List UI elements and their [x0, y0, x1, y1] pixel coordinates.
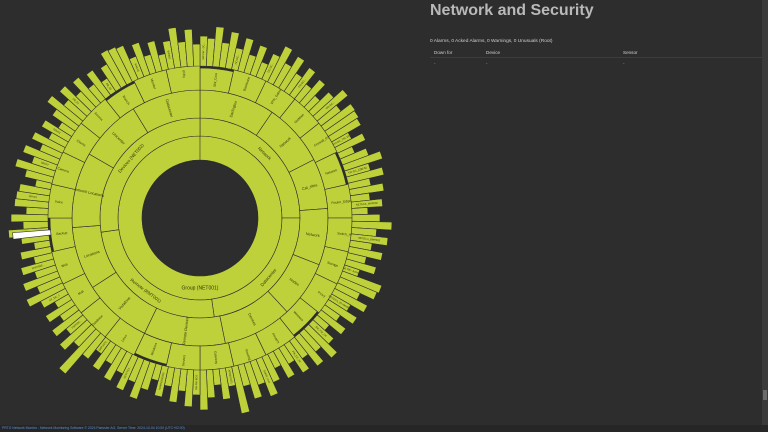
- ring5-leaf-90-label: GRP1020...: [97, 338, 109, 351]
- ring5-leaf-35-label: NETECA_AMP002: [356, 201, 379, 207]
- ring4-segment-22-label: Camera: [57, 166, 70, 174]
- ring4-segment-8-label: Storage: [327, 260, 339, 268]
- table-cell-down-for: -: [434, 60, 436, 66]
- ring5-leaf-75-label: SW-FW-BOS: [194, 374, 198, 390]
- ring5-leaf-65-label: Switch_core: [262, 369, 271, 384]
- ring3-segment-11-label: Datacenter: [165, 99, 174, 119]
- column-header-down-for[interactable]: Down for: [434, 50, 453, 55]
- ring5-leaf-112[interactable]: [10, 213, 49, 223]
- ring4-segment-3-label: NetMain: [294, 113, 306, 125]
- table-header: Down for Device Sensor: [430, 48, 762, 58]
- selected-leaf-highlight[interactable]: [12, 229, 52, 240]
- column-header-device[interactable]: Device: [486, 50, 501, 55]
- table-row[interactable]: - - -: [430, 58, 762, 68]
- ring4-segment-11-label: Printers: [271, 332, 281, 344]
- scrollbar-thumb[interactable]: [763, 390, 767, 400]
- ring5-leaf-115-label: SRV01: [29, 194, 38, 199]
- ring4-segment-20-label: Backup: [56, 231, 68, 236]
- ring5-leaf-105-label: WWT020...: [31, 263, 45, 271]
- ring5-leaf-40-label: NETECA_BMP003: [358, 236, 381, 243]
- ring4-segment-16-label: Linux: [121, 333, 129, 342]
- ring4-segment-26-label: Monitor: [150, 78, 158, 91]
- ring5-leaf-140-label: MAIL01: [134, 63, 141, 73]
- ring4-segment-1-label: Backbone: [242, 76, 251, 91]
- ring5-leaf-60-label: FW_DC_01: [291, 350, 302, 364]
- footer-text[interactable]: PRTG Network Monitor - Network Monitorin…: [2, 426, 185, 430]
- ring5-leaf-74[interactable]: [199, 369, 209, 411]
- ring5-leaf-130-label: DB_01: [72, 97, 81, 106]
- page-title: Network and Security: [430, 2, 594, 19]
- ring5-leaf-135-label: DB_02: [105, 82, 113, 91]
- ring4-segment-23-label: Clients: [76, 139, 87, 148]
- vertical-scrollbar[interactable]: [762, 0, 768, 425]
- ring4-segment-15-label: Windows: [150, 342, 158, 356]
- ring5-leaf-149[interactable]: [192, 43, 201, 67]
- ring5-leaf-45-label: SB FW - Active: [342, 266, 360, 276]
- ring4-segment-18-label: Mail: [77, 289, 84, 296]
- ring3-segment-2-label: Cat_sites: [302, 183, 318, 191]
- ring4-segment-25-label: Branch: [122, 95, 131, 106]
- ring5-leaf-5-label: TIO-DC...: [234, 53, 240, 65]
- alarms-table: Down for Device Sensor - - -: [430, 48, 762, 68]
- ring5-leaf-95-label: FW7000...: [71, 319, 83, 330]
- ring4-segment-13-label: Gateway: [213, 351, 218, 365]
- ring5-leaf-37[interactable]: [351, 213, 381, 223]
- ring3-segment-0-label: Darlington: [229, 100, 238, 118]
- ring4-segment-5-label: Network: [325, 168, 338, 176]
- ring4-segment-24-label: Access: [93, 111, 104, 122]
- ring3-segment-8-label: Locations: [84, 250, 101, 259]
- ring5-leaf-30-label: TIO-DC_12BF02: [347, 165, 367, 175]
- ring5-leaf-15-label: TIO-DC...: [297, 77, 307, 88]
- sunburst-center[interactable]: [143, 161, 257, 275]
- ring4-segment-21-label: Voice: [55, 200, 64, 205]
- ring5-leaf-10-label: TIO-DC...: [266, 62, 274, 74]
- ring5-leaf-36[interactable]: [351, 207, 369, 216]
- ring5-leaf-80-label: NOMN2030301: [157, 371, 165, 390]
- ring5-leaf-145-label: WEB01: [166, 50, 172, 60]
- ring3-segment-9-label: Network Locations: [73, 187, 104, 198]
- ring5-leaf-125-label: SRV03: [52, 127, 62, 135]
- table-cell-sensor: -: [623, 60, 625, 66]
- ring5-leaf-70-label: APSW1DD1: [227, 369, 234, 384]
- ring4-segment-19-label: Web: [61, 262, 69, 268]
- ring4-segment-14-label: Servers: [181, 354, 186, 366]
- ring4-segment-12-label: Routing: [244, 349, 252, 361]
- ring5-leaf-0-label: SW FW - DC...: [201, 42, 205, 60]
- ring4-segment-27-label: Utility: [181, 70, 186, 79]
- table-cell-device: -: [486, 60, 488, 66]
- ring4-segment-0-label: SW_Core: [213, 72, 219, 87]
- ring3-segment-4-label: Nodes: [289, 277, 300, 287]
- alarm-summary: 0 Alarms, 0 Acked Alarms, 0 Warnings, 0 …: [430, 39, 553, 44]
- ring3-segment-3-label: Network: [306, 232, 320, 238]
- ring1-segment-label: Group (NET001): [182, 285, 219, 291]
- ring5-leaf-100-label: AP_DC_1: [48, 293, 61, 302]
- column-header-sensor[interactable]: Sensor: [623, 50, 638, 55]
- ring5-leaf-20-label: TIO-DC...: [324, 100, 335, 110]
- ring4-segment-6-label: Router_Edge: [331, 199, 351, 205]
- ring5-leaf-111[interactable]: [22, 220, 49, 230]
- ring3-segment-5-label: Devices: [247, 313, 257, 327]
- ring4-segment-9-label: Proxy: [317, 290, 327, 298]
- ring5-leaf-85-label: NETFTC2...: [122, 365, 132, 379]
- footer: PRTG Network Monitor - Network Monitorin…: [0, 425, 768, 432]
- ring5-leaf-120-label: SRV02: [40, 160, 50, 167]
- ring3-segment-6-label: Remote Devices: [182, 317, 189, 345]
- ring4-segment-7-label: Switch_A: [337, 231, 352, 237]
